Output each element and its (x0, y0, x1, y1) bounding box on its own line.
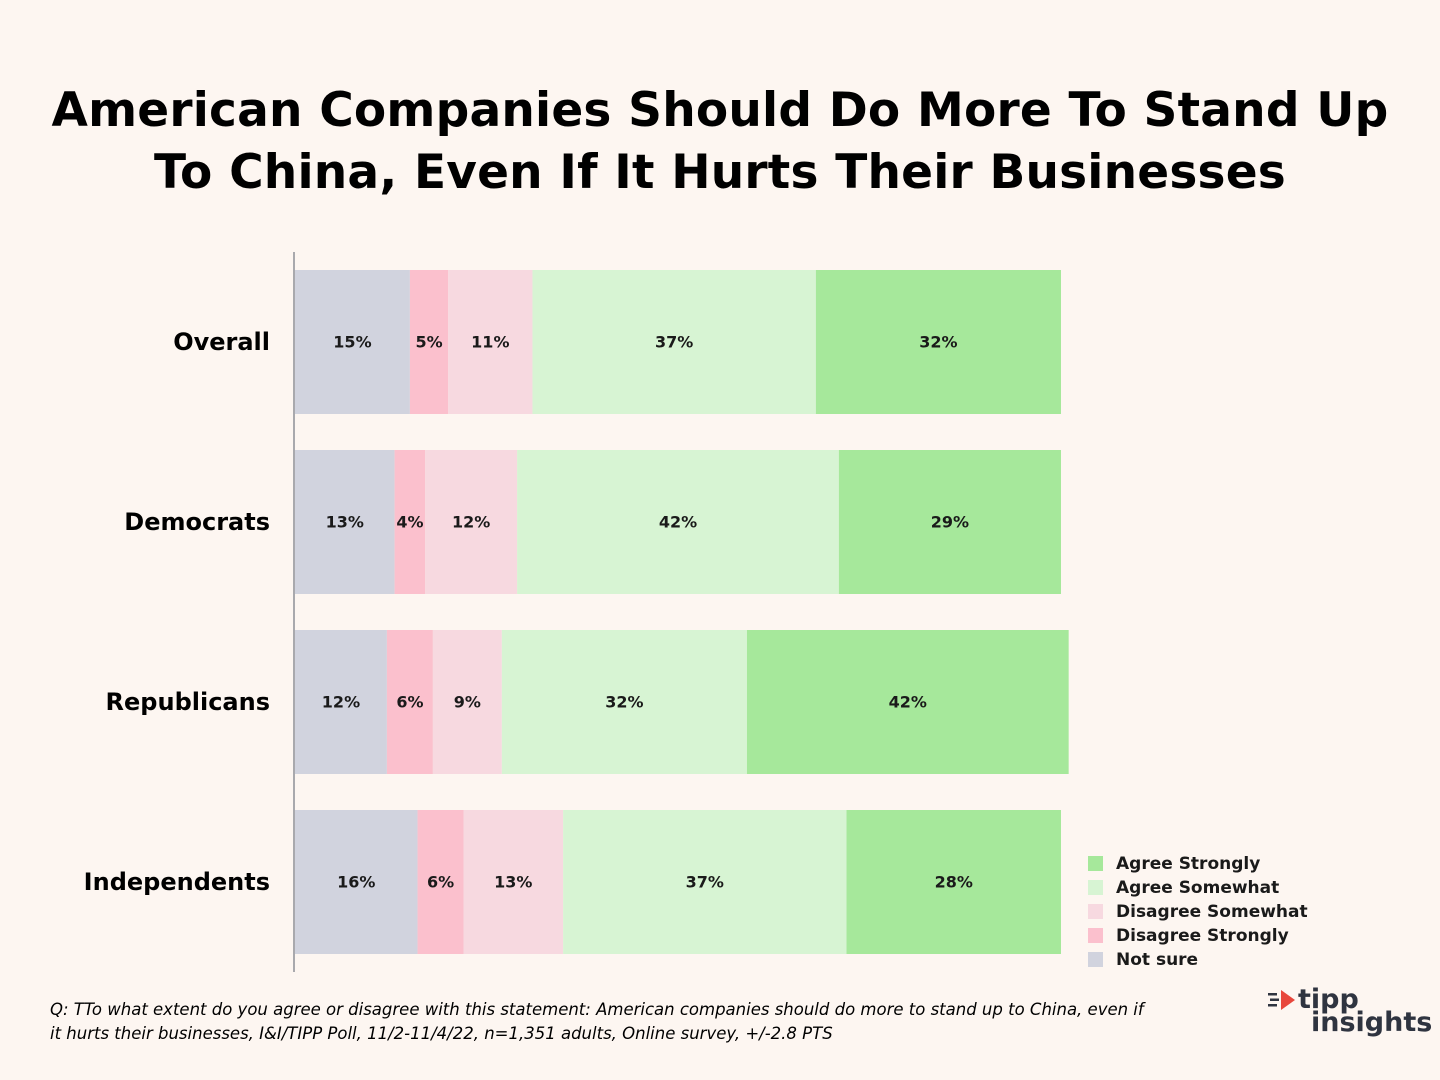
legend-label: Agree Strongly (1116, 854, 1260, 874)
bar-segment (409, 270, 449, 414)
bar-segment (448, 270, 533, 414)
data-label: 6% (396, 693, 423, 712)
data-label: 6% (427, 873, 454, 892)
bar-segment (517, 450, 839, 594)
bar-segment (838, 450, 1061, 594)
category-label: Overall (173, 328, 270, 356)
bar-segment (846, 810, 1061, 954)
data-label: 32% (919, 333, 957, 352)
data-label: 13% (326, 513, 364, 532)
category-label: Democrats (124, 508, 270, 536)
data-label: 13% (494, 873, 532, 892)
chart-title-line-1: American Companies Should Do More To Sta… (51, 83, 1389, 138)
legend-swatch (1088, 880, 1103, 895)
data-label: 5% (415, 333, 442, 352)
footnote-line-1: Q: TTo what extent do you agree or disag… (50, 1000, 1144, 1019)
legend-swatch (1088, 928, 1103, 943)
data-label: 4% (396, 513, 423, 532)
legend-swatch (1088, 856, 1103, 871)
data-label: 12% (452, 513, 490, 532)
data-label: 11% (471, 333, 509, 352)
bar-segment (532, 270, 816, 414)
data-label: 12% (322, 693, 360, 712)
legend-label: Agree Somewhat (1116, 878, 1279, 898)
legend-label: Disagree Strongly (1116, 926, 1289, 946)
data-label: 42% (659, 513, 697, 532)
logo-arrow-icon (1268, 990, 1295, 1010)
bar-segment (295, 810, 418, 954)
bar-segment (417, 810, 464, 954)
bar-segment (563, 810, 847, 954)
tipp-insights-logo: tipp insights (1268, 984, 1432, 1045)
data-label: 37% (655, 333, 693, 352)
data-label: 28% (935, 873, 973, 892)
footnote-line-2: it hurts their businesses, I&I/TIPP Poll… (50, 1024, 833, 1043)
bar-segment (463, 810, 564, 954)
chart-title-line-2: To China, Even If It Hurts Their Busines… (154, 145, 1286, 200)
legend-label: Disagree Somewhat (1116, 902, 1308, 922)
data-label: 15% (333, 333, 371, 352)
data-label: 16% (337, 873, 375, 892)
data-label: 42% (889, 693, 927, 712)
data-label: 29% (931, 513, 969, 532)
bar-segment (425, 450, 518, 594)
bar-segment (295, 450, 395, 594)
bar-segment (501, 630, 747, 774)
category-label: Independents (84, 868, 270, 896)
bar-segment (295, 630, 387, 774)
data-label: 37% (686, 873, 724, 892)
legend-swatch (1088, 952, 1103, 967)
bar-segment (386, 630, 433, 774)
bar-segment (746, 630, 1069, 774)
data-label: 9% (454, 693, 481, 712)
logo-text-insights: insights (1311, 1007, 1433, 1038)
legend-swatch (1088, 904, 1103, 919)
bar-segment (815, 270, 1061, 414)
data-label: 32% (605, 693, 643, 712)
bar-segment (394, 450, 426, 594)
category-label: Republicans (106, 688, 270, 716)
legend-label: Not sure (1116, 950, 1198, 970)
logo-text-tipp: tipp (1298, 984, 1359, 1015)
bar-segment (295, 270, 410, 414)
bar-segment (432, 630, 502, 774)
